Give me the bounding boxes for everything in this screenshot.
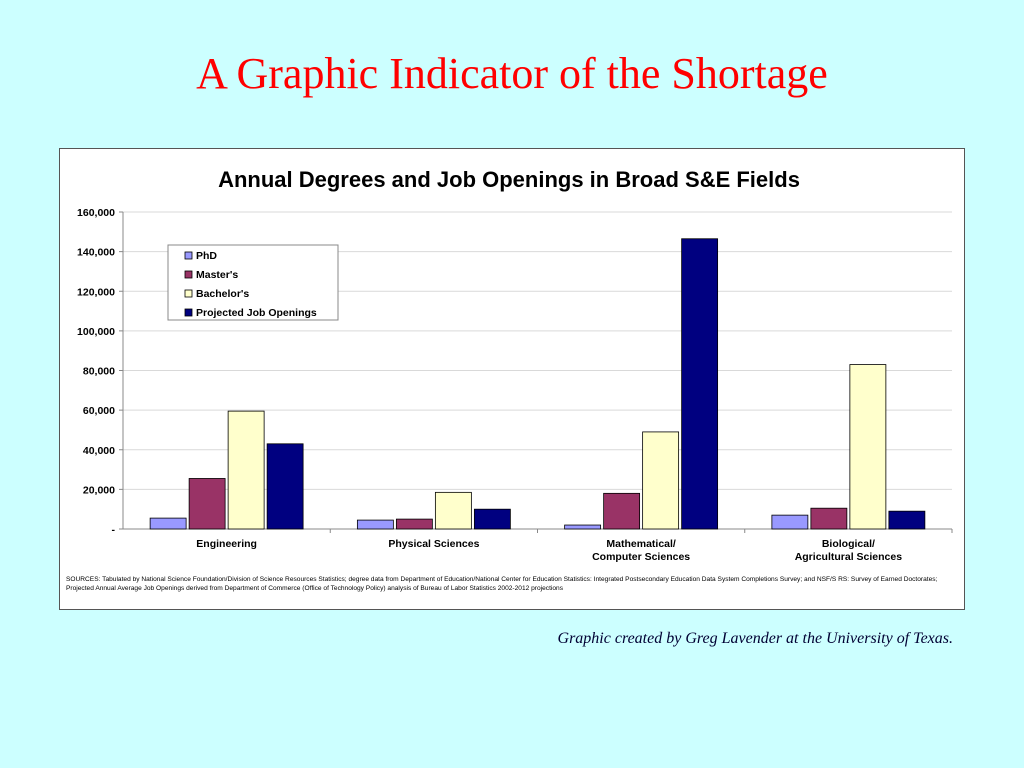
category-label: Mathematical/	[606, 538, 676, 550]
bar-projected-job-openings-3	[888, 510, 926, 530]
category-labels: Engineering Physical Sciences Mathematical…	[196, 538, 902, 563]
category-label: Engineering	[196, 538, 257, 550]
chart: Annual Degrees and Job Openings in Broad…	[77, 167, 953, 563]
legend-swatch	[184, 289, 193, 298]
y-tick-label: 120,000	[77, 286, 115, 298]
legend-label: Master's	[196, 269, 238, 281]
y-tick-label: 140,000	[77, 247, 115, 259]
y-tick-label: 60,000	[83, 405, 115, 417]
category-label: Biological/	[822, 538, 875, 550]
slide-title: A Graphic Indicator of the Shortage	[196, 49, 828, 98]
legend-box	[167, 244, 339, 321]
bar-bachelor-s-2	[642, 431, 680, 530]
legend-label: PhD	[196, 250, 217, 262]
bar-bachelor-s-0	[227, 410, 265, 530]
bar-master-s-0	[188, 478, 226, 530]
chart-frame: Annual Degrees and Job Openings in Broad…	[59, 148, 965, 610]
category-label: Physical Sciences	[388, 538, 479, 550]
y-tick-label: 100,000	[77, 326, 115, 338]
credit-note: Graphic created by Greg Lavender at the …	[557, 630, 953, 647]
sources-note: SOURCES: Tabulated by National Science F…	[66, 576, 938, 592]
bar-master-s-3	[810, 507, 848, 530]
legend-label: Projected Job Openings	[196, 307, 317, 319]
category-label: Computer Sciences	[592, 551, 690, 563]
legend-label: Bachelor's	[196, 288, 249, 300]
bar-master-s-2	[603, 492, 641, 530]
legend-swatch	[184, 270, 193, 279]
bar-master-s-1	[395, 518, 433, 530]
bar-bachelor-s-1	[434, 491, 472, 530]
bar-phd-2	[564, 524, 602, 530]
bar-bachelor-s-3	[849, 364, 887, 530]
bar-projected-job-openings-0	[266, 443, 304, 530]
bar-phd-0	[149, 517, 187, 530]
bar-projected-job-openings-1	[473, 508, 511, 530]
y-tick-label: 80,000	[83, 366, 115, 378]
bar-projected-job-openings-2	[681, 238, 719, 530]
y-tick-label: -	[112, 524, 116, 536]
bar-phd-3	[771, 514, 809, 530]
legend-swatch	[184, 308, 193, 317]
bars	[149, 238, 926, 530]
legend-swatch	[184, 251, 193, 260]
bar-phd-1	[356, 519, 394, 530]
y-tick-label: 20,000	[83, 484, 115, 496]
chart-title: Annual Degrees and Job Openings in Broad…	[218, 167, 800, 192]
legend: PhD Master's Bachelor's Projected Job Openi…	[167, 244, 339, 321]
category-label: Agricultural Sciences	[795, 551, 903, 563]
y-tick-label: 40,000	[83, 445, 115, 457]
y-tick-label: 160,000	[77, 207, 115, 219]
